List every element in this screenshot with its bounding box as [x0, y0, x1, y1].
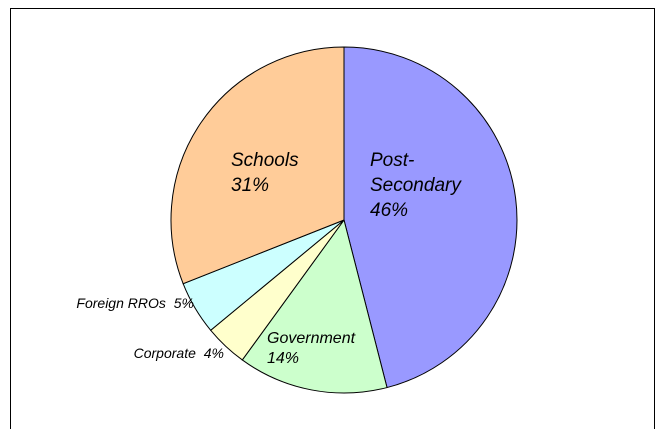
label-schools-name: Schools	[231, 150, 299, 171]
label-government-name: Government	[267, 330, 356, 347]
label-corporate: Corporate 4%	[134, 345, 224, 361]
chart-area: Post- Secondary 46% Schools 31% Governme…	[10, 8, 655, 429]
label-post-secondary-value: 46%	[370, 200, 408, 221]
pie-slice-government	[241, 218, 388, 394]
pie-chart: Post- Secondary 46% Schools 31% Governme…	[76, 46, 518, 394]
label-foreign-rros-name: Foreign RROs	[76, 295, 165, 311]
pie-slices	[170, 46, 518, 394]
label-post-secondary-line1: Post-	[370, 150, 414, 171]
pie-slice-schools	[170, 46, 345, 285]
label-corporate-name: Corporate	[134, 345, 196, 361]
label-foreign-rros: Foreign RROs 5%	[76, 295, 194, 311]
pie-labels: Post- Secondary 46% Schools 31% Governme…	[76, 150, 466, 367]
label-foreign-rros-value: 5%	[174, 295, 194, 311]
label-government-value: 14%	[267, 350, 299, 367]
label-government: Government 14%	[267, 330, 360, 367]
pie-slice-post-secondary	[343, 46, 518, 389]
label-schools: Schools 31%	[231, 150, 304, 196]
label-post-secondary: Post- Secondary 46%	[370, 150, 466, 221]
label-corporate-value: 4%	[204, 345, 224, 361]
label-schools-value: 31%	[231, 175, 269, 196]
label-post-secondary-line2: Secondary	[370, 175, 462, 196]
